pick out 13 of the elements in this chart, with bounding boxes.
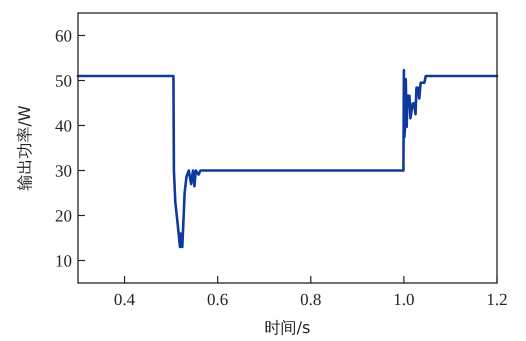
xlabel: 时间/s	[264, 318, 310, 337]
xtick-label: 1.0	[393, 290, 415, 309]
ytick-label: 60	[55, 26, 72, 46]
ytick-label: 50	[55, 72, 72, 90]
xtick-label: 1.2	[486, 290, 508, 309]
ytick-label: 40	[55, 116, 72, 136]
ytick-label: 10	[55, 252, 72, 270]
ylabel: 输出功率/W	[15, 105, 34, 191]
xtick-label: 0.8	[300, 290, 322, 309]
xtick-label: 0.4	[114, 290, 136, 309]
ytick-label: 20	[55, 206, 72, 226]
xtick-label: 0.6	[207, 290, 228, 309]
ytick-label: 30	[55, 162, 72, 180]
